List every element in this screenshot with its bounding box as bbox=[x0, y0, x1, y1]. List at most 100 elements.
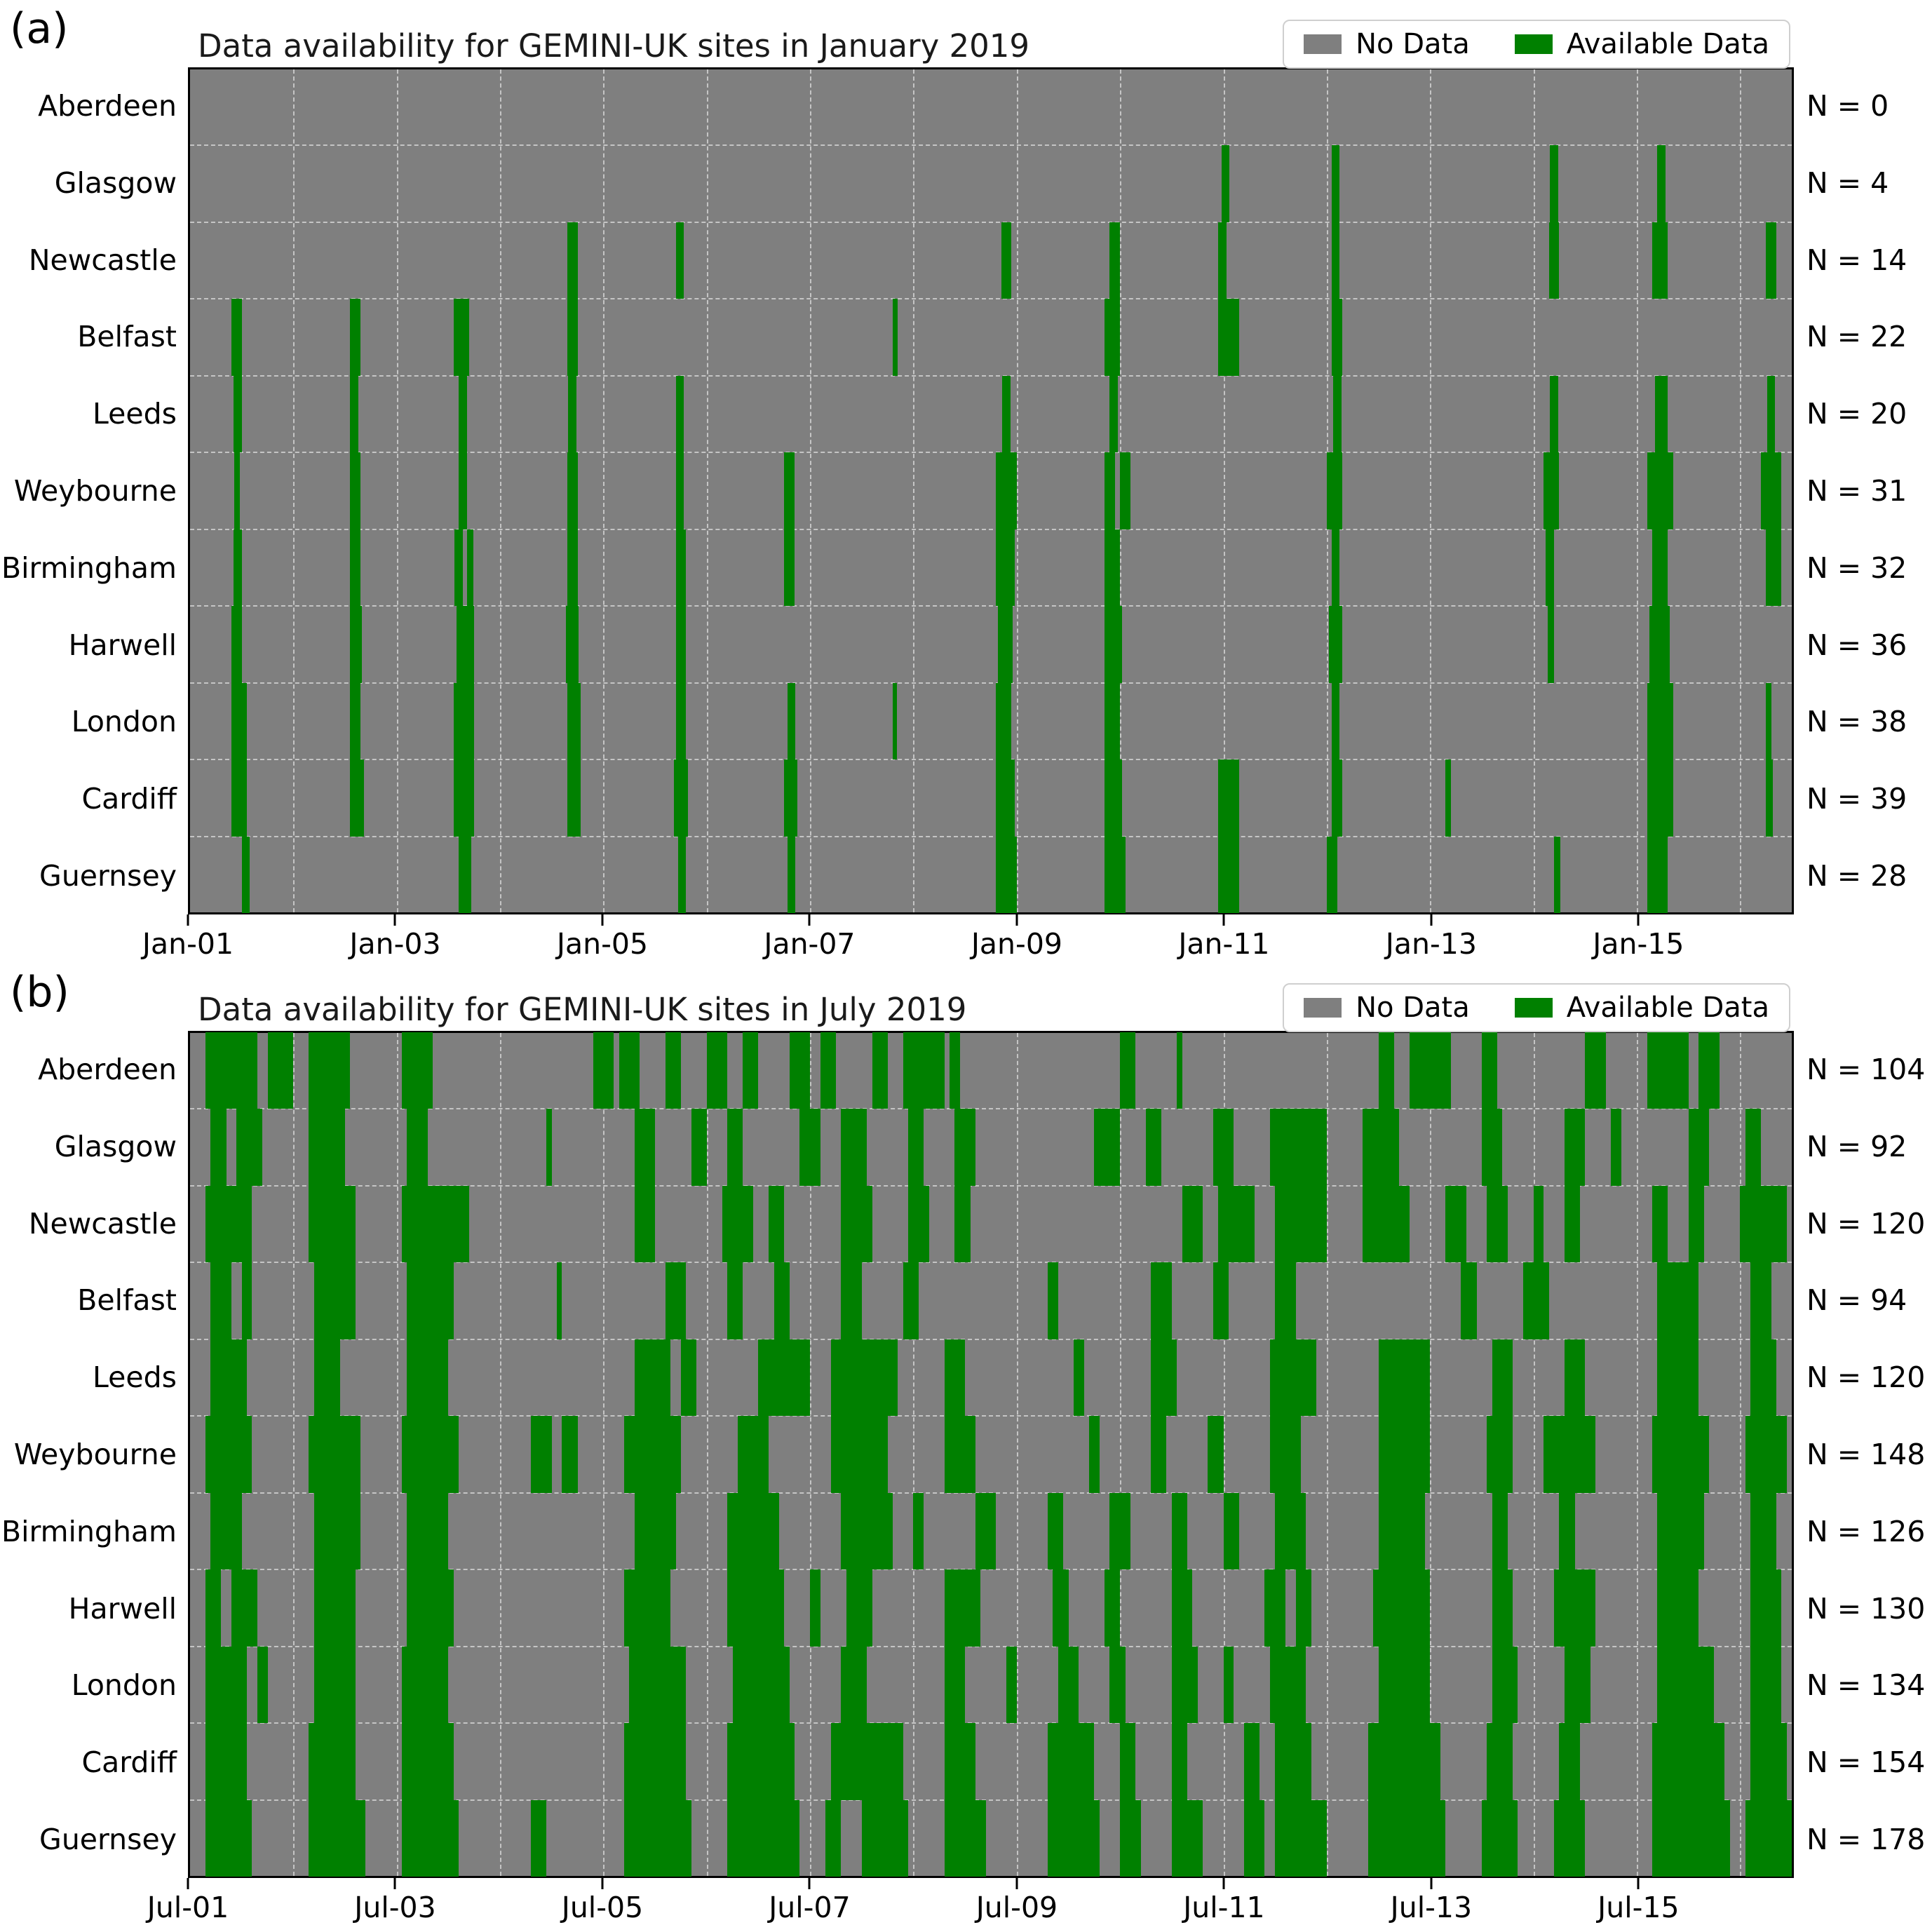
available-interval bbox=[1564, 1185, 1580, 1263]
panel-a-rows bbox=[190, 69, 1792, 913]
available-interval bbox=[1218, 759, 1239, 837]
available-interval bbox=[567, 529, 578, 607]
available-interval bbox=[820, 1032, 836, 1109]
available-interval bbox=[1058, 1646, 1079, 1724]
availability-row bbox=[190, 1184, 1792, 1263]
available-interval bbox=[1120, 1723, 1136, 1800]
available-interval bbox=[1048, 1262, 1058, 1339]
available-interval bbox=[402, 1799, 459, 1877]
available-interval bbox=[1094, 1109, 1121, 1186]
available-interval bbox=[350, 682, 361, 760]
x-tick-mark bbox=[393, 1878, 396, 1889]
available-interval bbox=[1698, 1032, 1720, 1109]
available-interval bbox=[680, 1339, 697, 1417]
no-data-label: No Data bbox=[1356, 992, 1470, 1024]
available-interval bbox=[1657, 1569, 1699, 1647]
site-label: London bbox=[71, 705, 177, 739]
available-interval bbox=[691, 1109, 707, 1186]
available-interval bbox=[975, 1492, 997, 1570]
available-interval bbox=[1105, 529, 1121, 607]
available-interval bbox=[1151, 1339, 1177, 1417]
available-interval bbox=[996, 529, 1015, 607]
available-interval bbox=[1269, 1646, 1306, 1724]
available-interval bbox=[1367, 1723, 1440, 1800]
available-interval bbox=[872, 1032, 888, 1109]
available-interval bbox=[1264, 1569, 1285, 1647]
x-tick-label: Jul-01 bbox=[147, 1891, 229, 1924]
available-interval bbox=[1445, 1185, 1466, 1263]
available-interval bbox=[350, 529, 361, 607]
site-count-label: N = 22 bbox=[1806, 320, 1907, 354]
site-count-label: N = 130 bbox=[1806, 1591, 1925, 1626]
available-interval bbox=[1688, 1109, 1710, 1186]
available-interval bbox=[1647, 759, 1673, 837]
x-tick-label: Jan-05 bbox=[556, 927, 649, 961]
available-interval bbox=[407, 1109, 428, 1186]
panel-b-legend: No Data Available Data bbox=[1283, 983, 1790, 1032]
panel-a-availability-plot bbox=[188, 67, 1794, 914]
x-tick-label: Jul-09 bbox=[975, 1891, 1058, 1924]
available-interval bbox=[1048, 1723, 1095, 1800]
x-tick-mark bbox=[393, 914, 396, 926]
available-interval bbox=[231, 682, 248, 760]
available-interval bbox=[205, 1646, 248, 1724]
x-tick-label: Jan-09 bbox=[971, 927, 1063, 961]
available-interval bbox=[944, 1723, 975, 1800]
available-interval bbox=[313, 1262, 356, 1339]
available-interval bbox=[313, 1339, 340, 1417]
availability-row bbox=[190, 374, 1792, 453]
site-count-label: N = 0 bbox=[1806, 88, 1889, 123]
available-interval bbox=[810, 1569, 820, 1647]
site-label: Weybourne bbox=[13, 473, 177, 508]
available-interval bbox=[1105, 759, 1123, 837]
available-interval bbox=[1652, 1416, 1710, 1493]
no-data-swatch-icon bbox=[1304, 34, 1342, 54]
available-interval bbox=[830, 1339, 898, 1417]
site-label: Guernsey bbox=[39, 859, 177, 893]
available-interval bbox=[944, 1339, 966, 1417]
x-tick-label: Jul-07 bbox=[769, 1891, 851, 1924]
available-interval bbox=[1151, 1262, 1172, 1339]
available-interval bbox=[1481, 1109, 1503, 1186]
site-count-label: N = 120 bbox=[1806, 1206, 1925, 1241]
available-interval bbox=[1657, 1339, 1699, 1417]
available-interval bbox=[241, 1262, 252, 1339]
available-interval bbox=[1481, 1032, 1498, 1109]
available-interval bbox=[350, 375, 359, 453]
site-count-label: N = 120 bbox=[1806, 1360, 1925, 1395]
available-interval bbox=[205, 1032, 257, 1109]
available-interval bbox=[1171, 1723, 1187, 1800]
available-interval bbox=[1171, 1646, 1198, 1724]
available-interval bbox=[453, 759, 475, 837]
available-interval bbox=[623, 1569, 671, 1647]
x-tick-mark bbox=[1015, 914, 1018, 926]
x-tick-label: Jan-11 bbox=[1178, 927, 1270, 961]
panel-b: (b) Data availability for GEMINI-UK site… bbox=[0, 968, 1925, 1924]
available-interval bbox=[846, 1569, 872, 1647]
available-interval bbox=[557, 1262, 562, 1339]
site-count-label: N = 32 bbox=[1806, 550, 1907, 585]
available-interval bbox=[402, 1723, 454, 1800]
site-count-label: N = 4 bbox=[1806, 165, 1889, 200]
availability-row bbox=[190, 221, 1792, 299]
available-interval bbox=[546, 1109, 552, 1186]
available-interval bbox=[1461, 1262, 1477, 1339]
available-interval bbox=[634, 1339, 671, 1417]
available-interval bbox=[799, 1109, 820, 1186]
availability-row bbox=[190, 1645, 1792, 1724]
available-interval bbox=[1218, 1185, 1255, 1263]
available-interval bbox=[1006, 1646, 1017, 1724]
available-interval bbox=[830, 1416, 888, 1493]
availability-row bbox=[190, 1108, 1792, 1186]
available-interval bbox=[1171, 1492, 1187, 1570]
available-interval bbox=[1647, 836, 1668, 913]
available-data-label: Available Data bbox=[1566, 28, 1769, 60]
available-interval bbox=[210, 1262, 231, 1339]
available-interval bbox=[1657, 1492, 1704, 1570]
availability-row bbox=[190, 759, 1792, 837]
available-interval bbox=[1740, 1185, 1787, 1263]
available-interval bbox=[309, 1723, 356, 1800]
site-label: Harwell bbox=[68, 628, 177, 662]
available-interval bbox=[566, 606, 579, 683]
available-interval bbox=[1378, 1339, 1431, 1417]
